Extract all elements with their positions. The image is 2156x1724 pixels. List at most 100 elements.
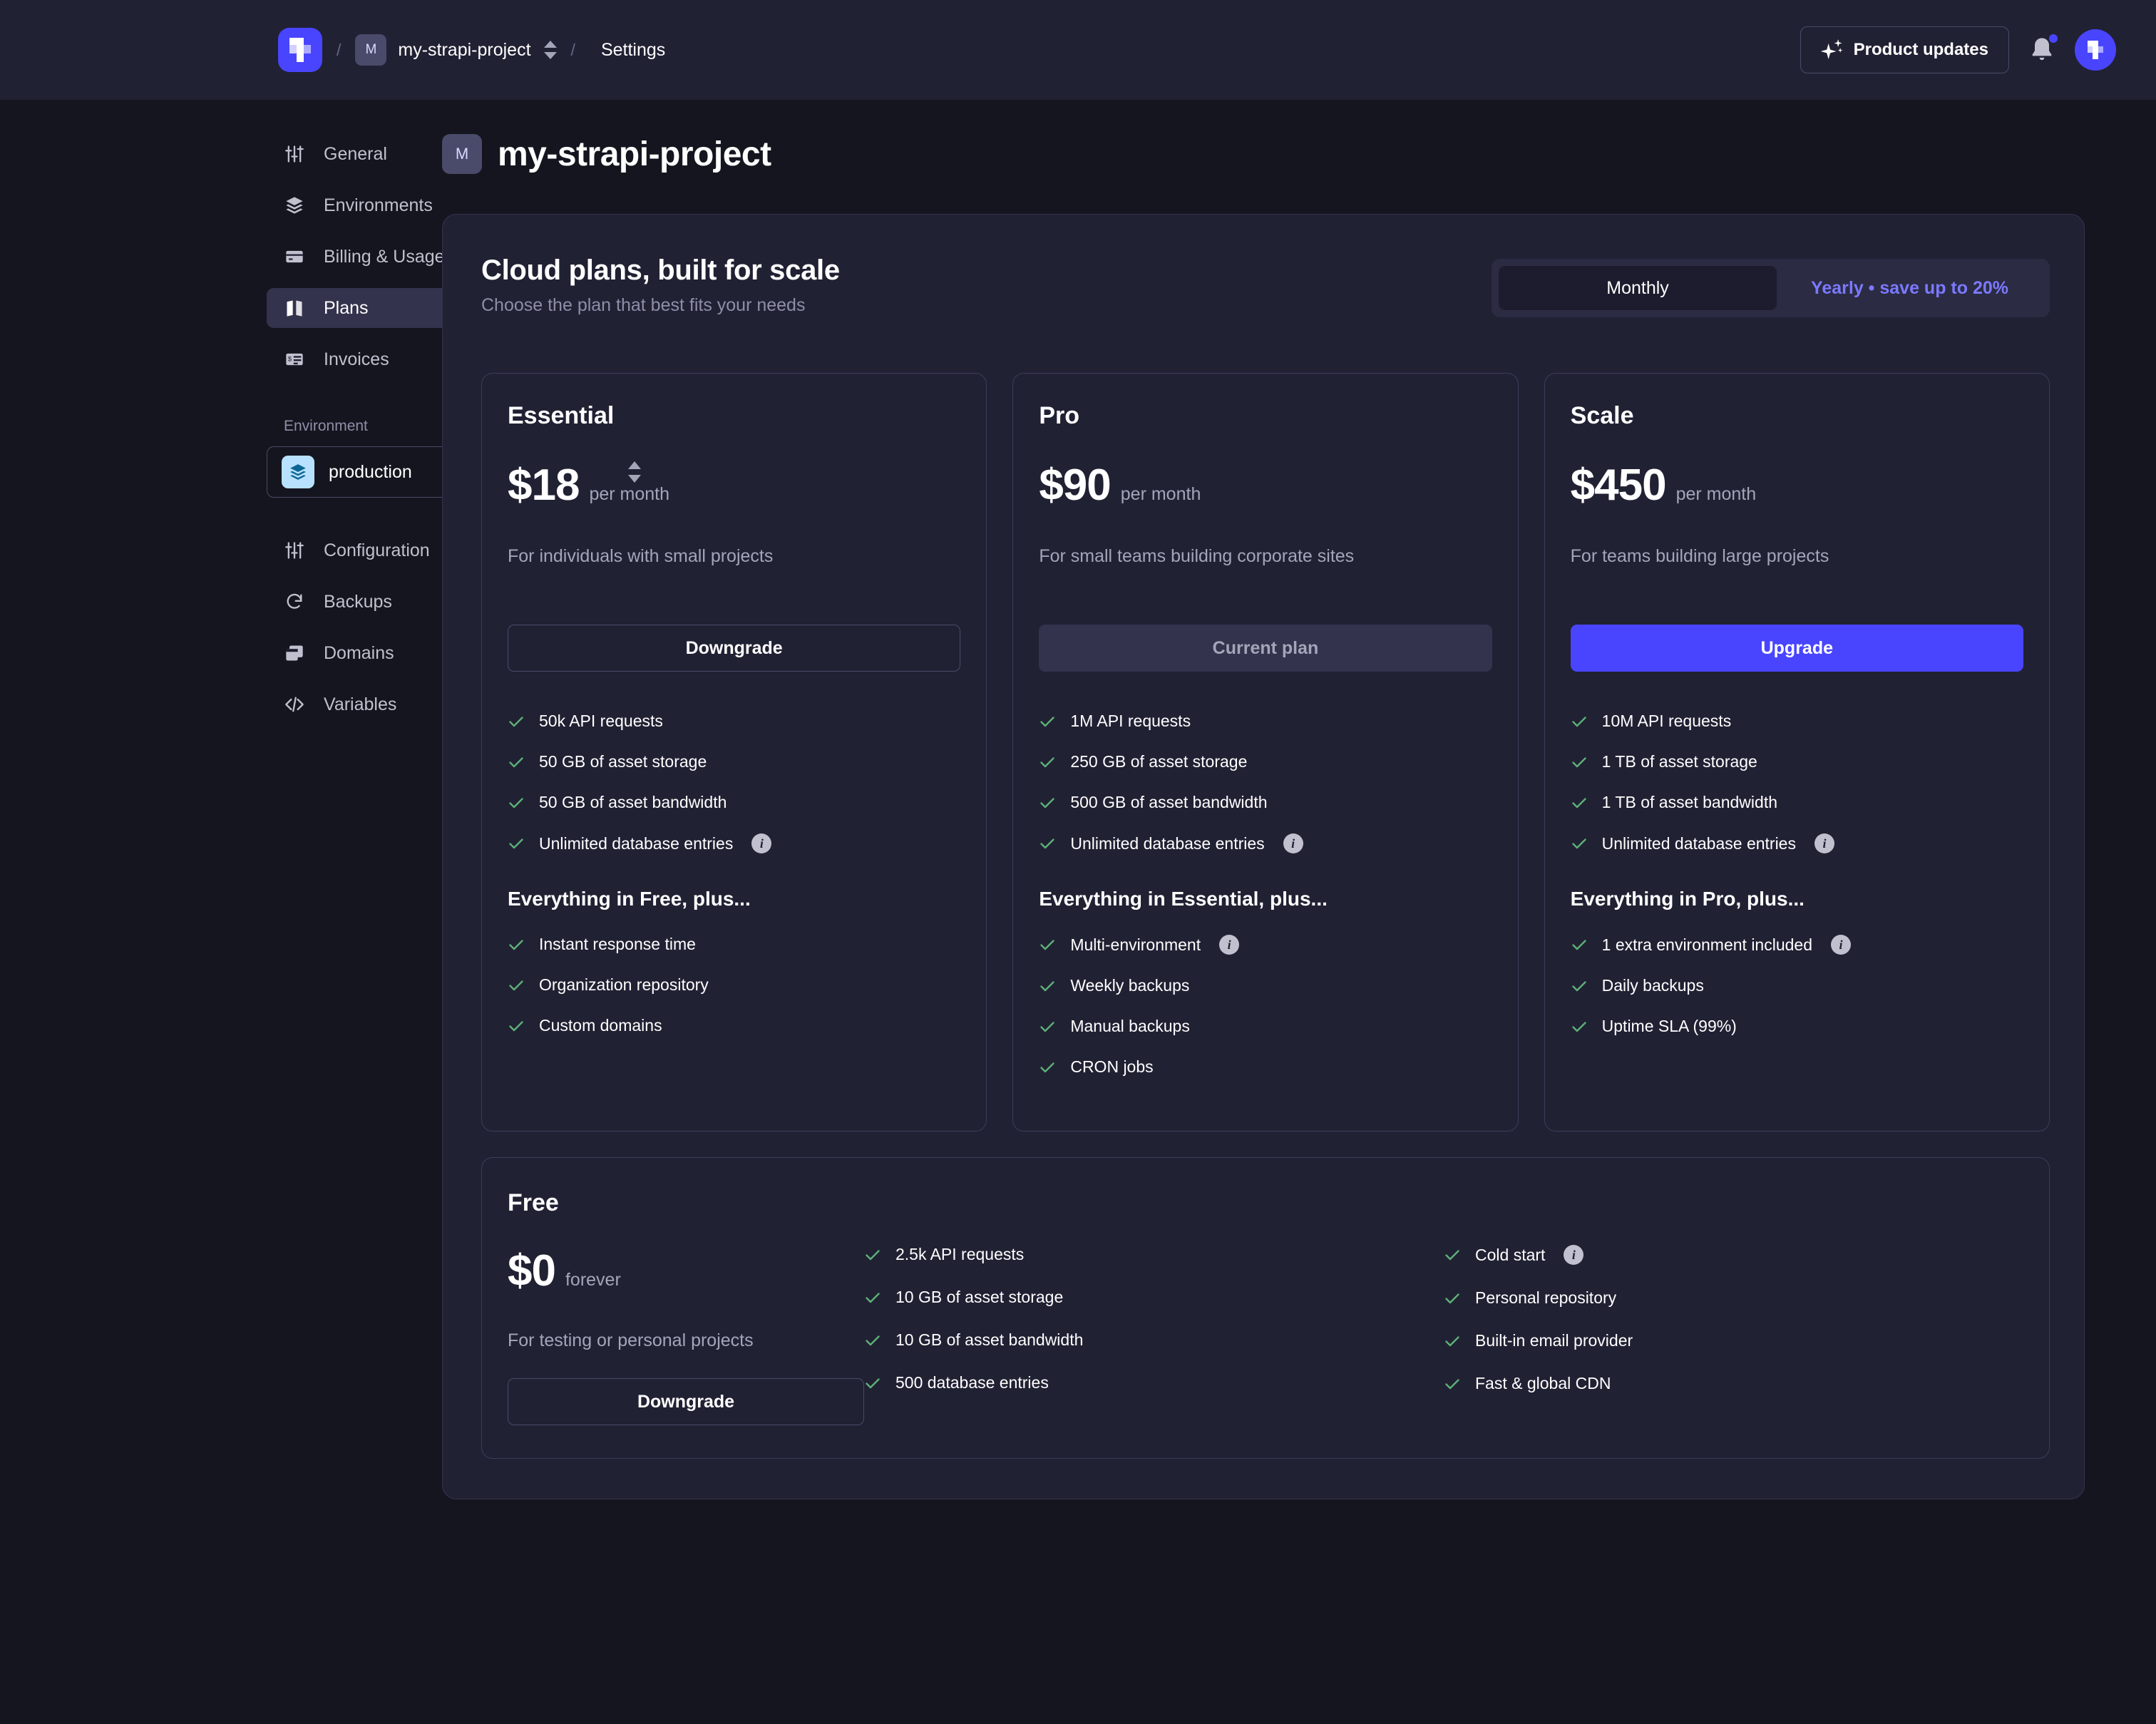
free-plan-price-row: $0 forever: [508, 1246, 864, 1296]
plan-price-row: $450 per month: [1571, 460, 2023, 510]
info-icon[interactable]: i: [751, 833, 772, 853]
check-icon: [866, 1377, 880, 1388]
feature-item: Cold start i: [1444, 1245, 2023, 1265]
refresh-icon: [284, 591, 305, 612]
check-icon: [1445, 1378, 1459, 1389]
plan-name: Scale: [1570, 402, 1634, 429]
sidebar-item-billing-usage[interactable]: Billing & Usage: [267, 237, 656, 277]
book-open-icon: [284, 297, 305, 319]
notifications-button[interactable]: [2028, 34, 2058, 66]
plan-name: Essential: [508, 402, 615, 429]
feature-label: 50 GB of asset storage: [539, 752, 707, 771]
feature-item: 1 TB of asset storage: [1571, 752, 2023, 771]
feature-item: 500 database entries: [864, 1373, 1444, 1392]
sidebar-item-backups[interactable]: Backups: [267, 582, 656, 622]
project-switcher-chevrons-icon[interactable]: [543, 39, 557, 61]
feature-label: 500 GB of asset bandwidth: [1070, 793, 1268, 811]
feature-item: 1M API requests: [1039, 712, 1492, 731]
sidebar-item-variables[interactable]: Variables: [267, 684, 656, 724]
feature-label: Organization repository: [539, 975, 709, 994]
feature-label: 50 GB of asset bandwidth: [539, 793, 727, 811]
toggle-monthly[interactable]: Monthly: [1499, 266, 1777, 310]
product-updates-button[interactable]: Product updates: [1800, 26, 2009, 73]
project-avatar: M: [442, 134, 482, 174]
check-icon: [1571, 716, 1586, 727]
top-bar-actions: Product updates: [1800, 26, 2116, 73]
info-icon[interactable]: i: [1219, 935, 1240, 955]
project-badge: M: [355, 34, 387, 66]
check-icon: [1040, 716, 1055, 727]
sidebar-item-general[interactable]: General: [267, 134, 656, 174]
info-icon[interactable]: i: [1564, 1245, 1584, 1265]
strapi-logo-icon[interactable]: [278, 28, 322, 72]
sidebar-item-label: Configuration: [324, 540, 430, 560]
feature-label: 250 GB of asset storage: [1070, 752, 1248, 771]
environment-section-label: Environment: [284, 418, 368, 434]
check-icon: [1040, 756, 1055, 767]
feature-label: Manual backups: [1070, 1017, 1190, 1035]
check-icon: [509, 716, 523, 727]
check-icon: [1040, 838, 1055, 849]
svg-text:$: $: [288, 355, 292, 362]
free-plan-downgrade-button[interactable]: Downgrade: [508, 1378, 864, 1425]
sidebar-item-label: Backups: [324, 591, 392, 612]
sidebar-item-domains[interactable]: Domains: [267, 633, 656, 673]
feature-label: CRON jobs: [1070, 1057, 1154, 1076]
feature-item: Organization repository: [508, 975, 960, 995]
breadcrumb-settings[interactable]: Settings: [600, 39, 666, 60]
feature-label: Daily backups: [1601, 976, 1704, 995]
feature-item: 10M API requests: [1571, 712, 2023, 731]
free-plan-feature-column-1: 2.5k API requests 10 GB of asset storage 1…: [864, 1245, 1444, 1425]
plans-subheading: Choose the plan that best fits your need…: [481, 295, 806, 315]
feature-item: Unlimited database entries i: [1571, 833, 2023, 853]
check-icon: [1445, 1293, 1459, 1303]
credit-card-icon: [284, 246, 305, 267]
check-icon: [1571, 1021, 1586, 1032]
check-icon: [509, 756, 523, 767]
plan-action-button[interactable]: Upgrade: [1570, 625, 2023, 672]
info-icon[interactable]: i: [1814, 833, 1834, 853]
toggle-yearly[interactable]: Yearly • save up to 20%: [1811, 277, 2008, 298]
sidebar-item-invoices[interactable]: $ Invoices: [267, 339, 656, 379]
check-icon: [1040, 1021, 1055, 1032]
receipt-icon: $: [284, 349, 305, 370]
billing-period-toggle[interactable]: Monthly Yearly • save up to 20%: [1492, 259, 2050, 317]
sidebar-item-configuration[interactable]: Configuration: [267, 530, 656, 570]
feature-item: Unlimited database entries i: [508, 833, 960, 853]
feature-label: Personal repository: [1475, 1288, 1617, 1307]
check-icon: [509, 980, 523, 990]
plan-action-button[interactable]: Current plan: [1039, 625, 1492, 672]
sliders-icon: [284, 143, 305, 165]
user-avatar[interactable]: [2075, 29, 2116, 71]
product-updates-label: Product updates: [1853, 40, 1988, 59]
free-plan-price: $0: [508, 1246, 556, 1295]
plan-action-button[interactable]: Downgrade: [508, 625, 961, 672]
feature-label: 2.5k API requests: [895, 1245, 1025, 1263]
feature-label: Cold start: [1475, 1245, 1546, 1264]
sliders-icon: [284, 540, 305, 561]
feature-item: 10 GB of asset bandwidth: [864, 1330, 1444, 1350]
plan-cards-row: Essential $18 per month For individuals wit…: [481, 373, 2050, 1132]
feature-label: 10M API requests: [1601, 712, 1732, 730]
check-icon: [1571, 838, 1586, 849]
check-icon: [509, 1020, 523, 1031]
bell-icon: [2032, 38, 2052, 61]
info-icon[interactable]: i: [1283, 833, 1303, 853]
plan-price-row: $90 per month: [1039, 460, 1492, 510]
layers-icon: [282, 456, 314, 488]
notification-dot: [2049, 34, 2058, 43]
feature-item: Weekly backups: [1039, 976, 1492, 995]
plans-panel: Cloud plans, built for scale Choose the …: [442, 214, 2085, 1499]
plans-heading: Cloud plans, built for scale: [481, 255, 840, 286]
info-icon[interactable]: i: [1831, 935, 1851, 955]
plan-period: per month: [1120, 484, 1201, 504]
feature-label: Unlimited database entries: [1070, 833, 1265, 853]
sidebar-item-label: Plans: [324, 297, 369, 318]
feature-label: Multi-environment: [1070, 935, 1201, 954]
breadcrumb-project-name[interactable]: my-strapi-project: [398, 39, 531, 60]
settings-sidebar: General Environments B: [0, 134, 656, 1499]
free-plan-name: Free: [508, 1189, 559, 1216]
sidebar-item-environments[interactable]: Environments: [267, 185, 656, 225]
feature-label: 1 TB of asset bandwidth: [1601, 793, 1777, 811]
plan-extras-heading: Everything in Essential, plus...: [1039, 888, 1328, 910]
